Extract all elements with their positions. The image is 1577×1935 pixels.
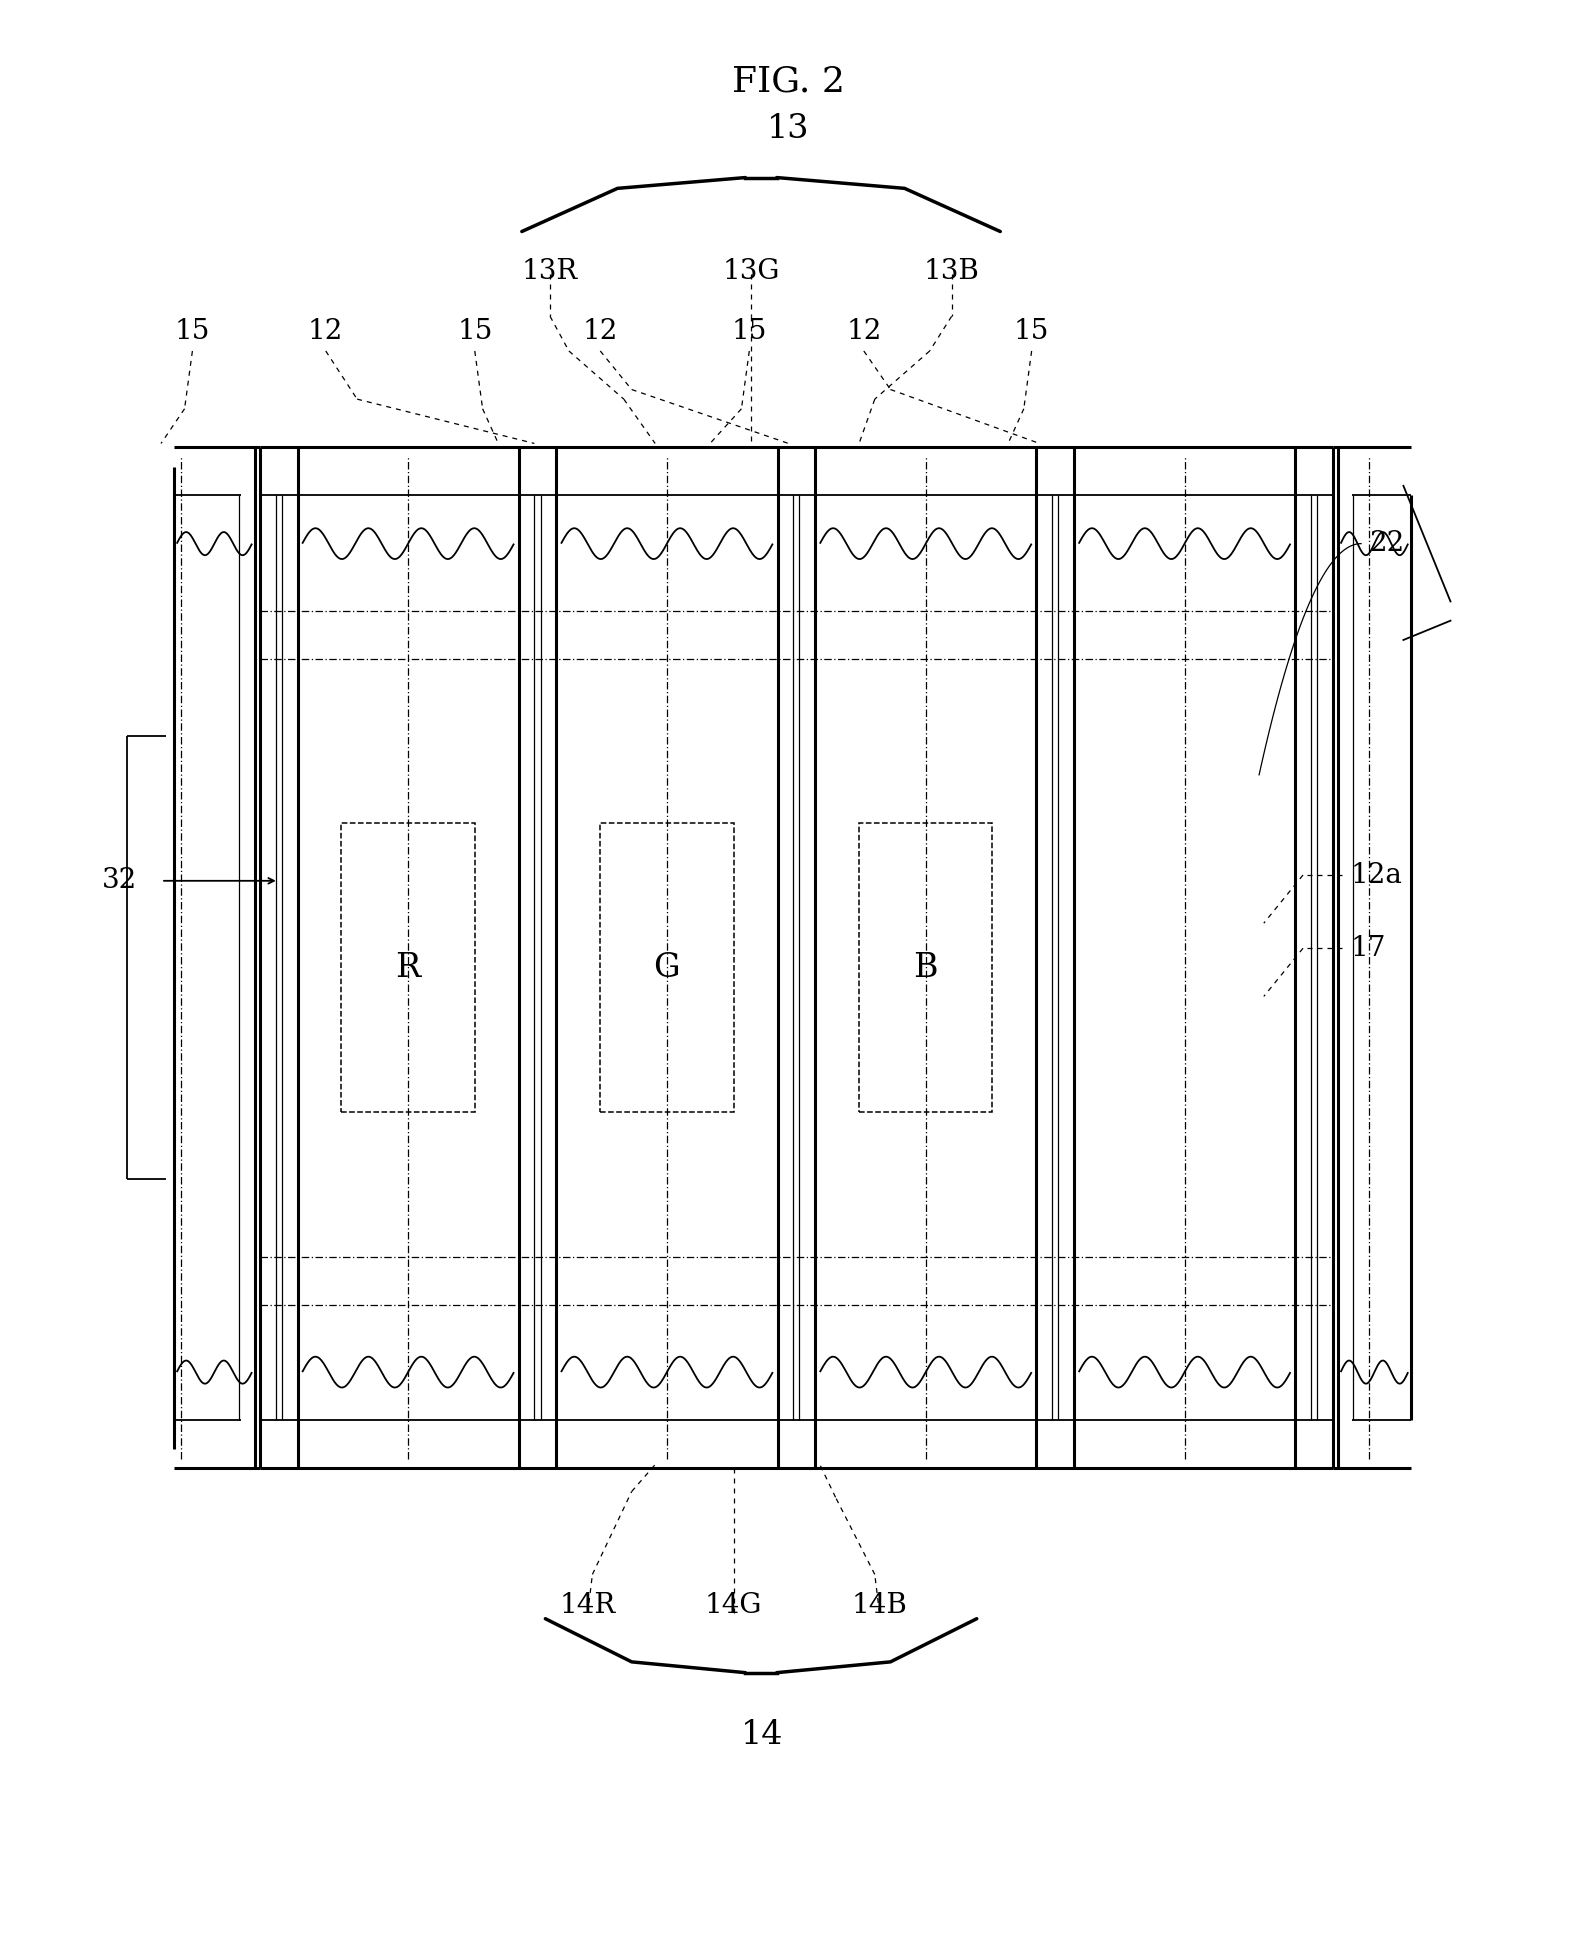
Text: 17: 17 bbox=[1350, 935, 1386, 962]
Text: 15: 15 bbox=[175, 317, 210, 344]
Text: 32: 32 bbox=[103, 867, 137, 894]
Text: R: R bbox=[396, 952, 421, 983]
Text: 15: 15 bbox=[1014, 317, 1049, 344]
Text: 14R: 14R bbox=[560, 1593, 617, 1620]
Text: 13B: 13B bbox=[924, 259, 979, 286]
Bar bbox=[601, 822, 733, 1113]
Text: 12: 12 bbox=[582, 317, 618, 344]
Text: 15: 15 bbox=[732, 317, 766, 344]
Text: FIG. 2: FIG. 2 bbox=[732, 64, 845, 99]
Text: 14: 14 bbox=[741, 1718, 784, 1751]
Text: 14B: 14B bbox=[852, 1593, 907, 1620]
Text: 22: 22 bbox=[1369, 530, 1404, 557]
Text: 12a: 12a bbox=[1350, 861, 1402, 888]
Text: 12: 12 bbox=[847, 317, 882, 344]
Bar bbox=[859, 822, 992, 1113]
Text: 13G: 13G bbox=[722, 259, 779, 286]
Text: G: G bbox=[653, 952, 680, 983]
Text: B: B bbox=[913, 952, 938, 983]
Text: 15: 15 bbox=[457, 317, 492, 344]
Text: 14G: 14G bbox=[705, 1593, 762, 1620]
Text: 12: 12 bbox=[308, 317, 344, 344]
Bar bbox=[342, 822, 475, 1113]
Text: 13: 13 bbox=[768, 112, 809, 145]
Text: 13R: 13R bbox=[522, 259, 579, 286]
